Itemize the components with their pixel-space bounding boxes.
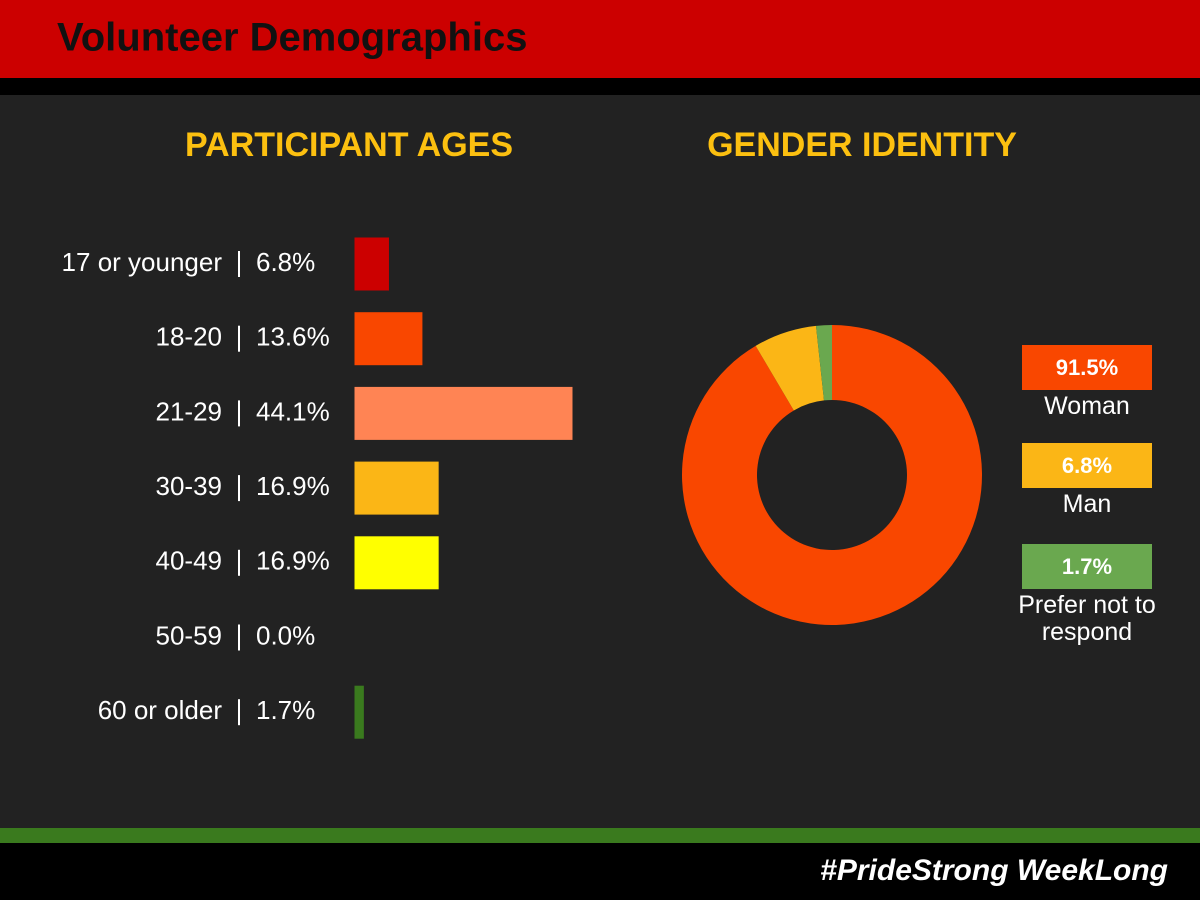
donut-slice: [755, 325, 825, 411]
legend-value: 1.7%: [1022, 544, 1152, 589]
category-label: 17 or younger: [62, 247, 223, 277]
footer-band: [0, 828, 1200, 843]
category-label: 30-39: [156, 471, 223, 501]
bar: [354, 312, 423, 366]
bar: [354, 237, 389, 291]
legend-value: 6.8%: [1022, 443, 1152, 488]
value-label: 0.0%: [256, 620, 315, 650]
bar: [354, 685, 364, 739]
legend-label: Prefer not to respond: [1018, 591, 1156, 646]
footer: [0, 843, 1200, 900]
category-label: 40-49: [156, 546, 223, 576]
value-label: 16.9%: [256, 471, 330, 501]
donut-slice: [681, 325, 982, 625]
category-label: 21-29: [156, 396, 223, 426]
donut-slice: [816, 325, 832, 401]
bar: [354, 461, 439, 515]
category-label: 50-59: [156, 620, 223, 650]
category-label: 18-20: [156, 322, 223, 352]
legend-label: Man: [1062, 490, 1112, 518]
value-label: 6.8%: [256, 247, 315, 277]
value-label: 16.9%: [256, 546, 330, 576]
chart-title: GENDER IDENTITY: [707, 126, 1017, 164]
hashtag: #PrideStrong WeekLong: [820, 854, 1168, 887]
page-title: Volunteer Demographics: [57, 16, 527, 60]
header-strip: [0, 78, 1200, 95]
category-label: 60 or older: [98, 695, 223, 725]
value-label: 13.6%: [256, 322, 330, 352]
value-label: 1.7%: [256, 695, 315, 725]
chart-title: PARTICIPANT AGES: [185, 126, 513, 164]
value-label: 44.1%: [256, 396, 330, 426]
header-band: [0, 0, 1200, 78]
legend-label: Woman: [1044, 392, 1130, 420]
bar: [354, 386, 573, 440]
legend-value: 91.5%: [1022, 345, 1152, 390]
bar: [354, 536, 439, 590]
